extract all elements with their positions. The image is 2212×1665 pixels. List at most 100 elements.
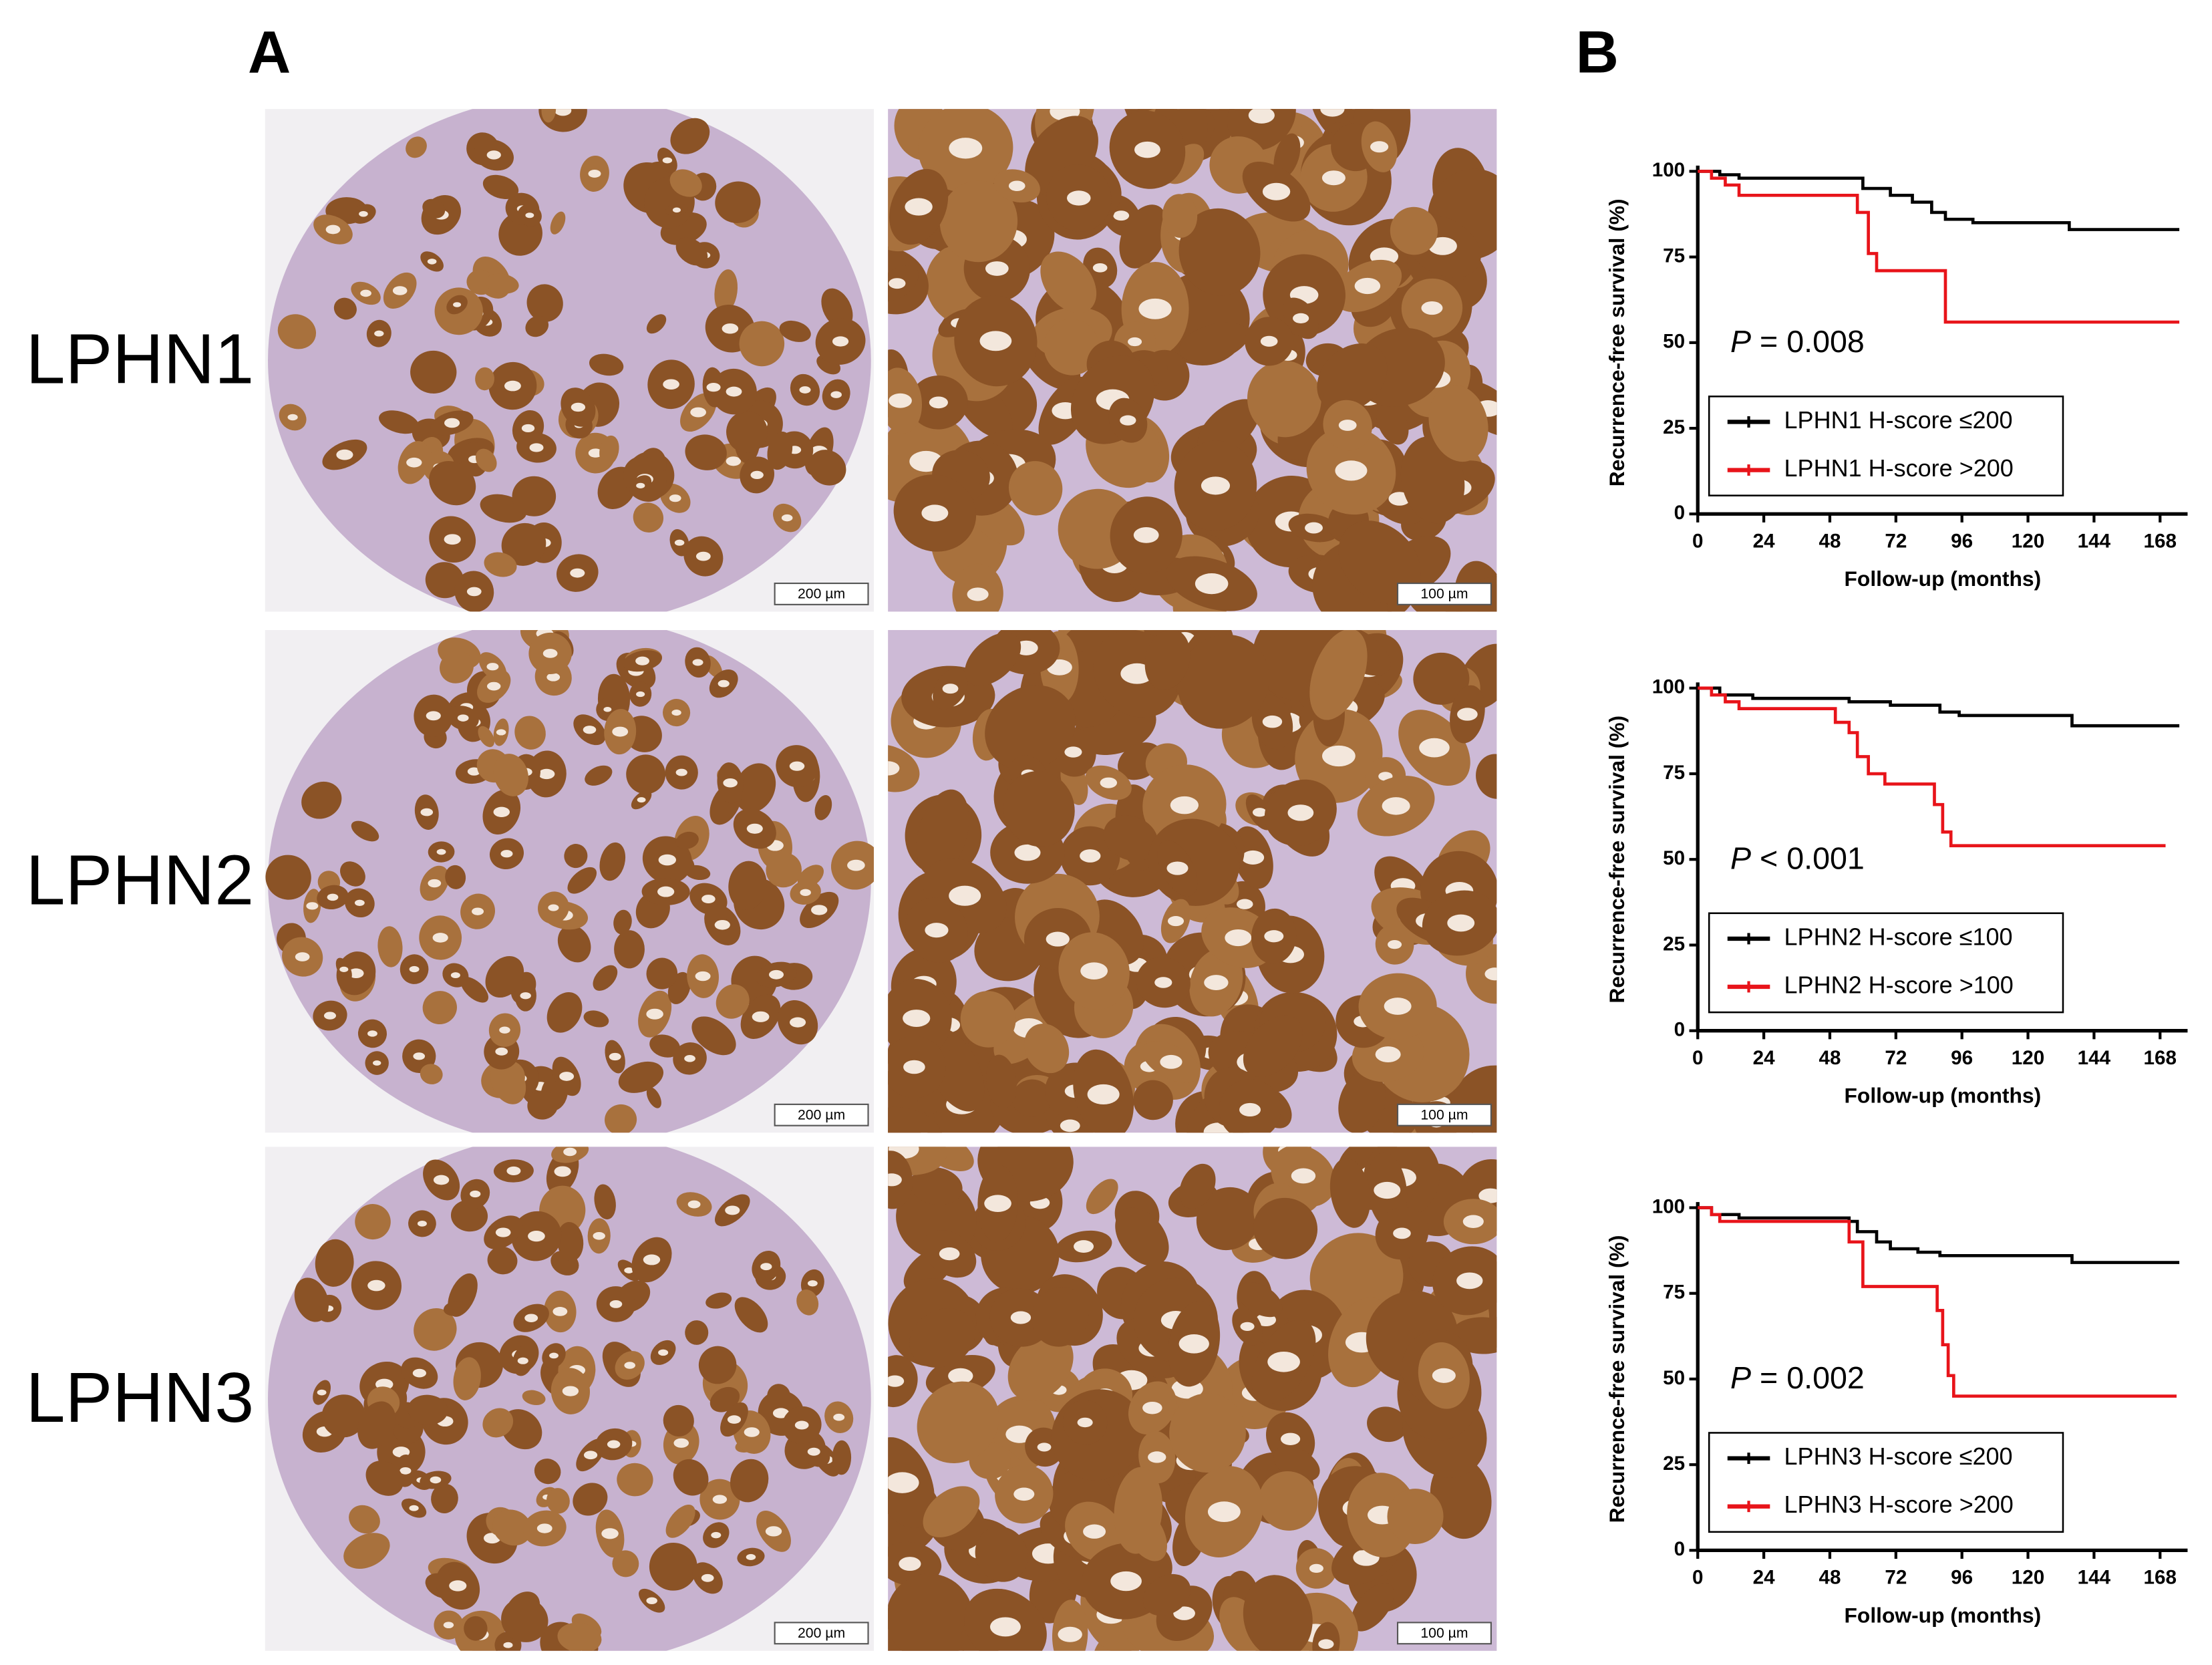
lumen	[939, 1247, 960, 1261]
lumen	[1077, 1417, 1093, 1428]
lumen	[768, 969, 784, 979]
lumen	[593, 1231, 605, 1240]
lumen	[1204, 975, 1229, 990]
gland	[1177, 634, 1269, 729]
gland	[1178, 208, 1261, 296]
lumen	[781, 514, 793, 522]
gland	[1450, 1317, 1497, 1354]
gland	[492, 1509, 532, 1546]
gland	[1309, 1233, 1404, 1322]
lumen	[470, 1190, 481, 1198]
lumen	[603, 707, 612, 712]
lumen	[1237, 899, 1253, 909]
lumen	[888, 1472, 919, 1493]
lumen	[646, 1008, 663, 1020]
y-tick-label: 25	[1663, 416, 1685, 438]
gland	[514, 716, 546, 750]
lumen	[1167, 915, 1184, 927]
x-tick-label: 144	[2078, 1047, 2111, 1069]
lumen	[984, 1195, 1011, 1212]
lumen	[658, 1349, 669, 1356]
gland	[728, 861, 767, 910]
gland	[1142, 1573, 1191, 1616]
lumen	[406, 457, 422, 468]
lumen	[453, 302, 462, 307]
gland	[705, 1292, 732, 1309]
legend-label: LPHN3 H-score >200	[1784, 1491, 2014, 1518]
lumen	[643, 1254, 661, 1265]
lumen	[672, 207, 681, 213]
lumen	[1267, 1352, 1300, 1372]
tissue	[268, 1147, 871, 1651]
lumen	[794, 1420, 809, 1430]
x-tick-label: 120	[2012, 1047, 2044, 1069]
lumen	[765, 1526, 782, 1537]
gland	[277, 314, 317, 349]
lumen	[549, 1352, 559, 1359]
gland	[567, 867, 597, 894]
gland	[482, 1408, 514, 1438]
lumen	[949, 138, 983, 159]
lumen	[493, 806, 510, 818]
lumen	[671, 710, 681, 716]
y-tick-label: 0	[1674, 1538, 1686, 1560]
gland	[796, 1289, 819, 1316]
gland	[910, 1167, 963, 1205]
lumen	[807, 1447, 820, 1456]
lumen	[467, 767, 481, 776]
x-tick-label: 144	[2078, 1567, 2111, 1589]
lumen	[1293, 313, 1309, 323]
lumen	[1370, 141, 1389, 153]
lumen	[506, 1166, 521, 1176]
lumen	[295, 952, 310, 961]
gland	[453, 1357, 481, 1400]
lumen	[428, 879, 442, 888]
gland	[1023, 1024, 1070, 1074]
gland	[726, 411, 768, 453]
gland	[1317, 343, 1388, 412]
y-tick-label: 0	[1674, 1018, 1686, 1040]
gland	[685, 1320, 709, 1345]
gland	[583, 1010, 609, 1028]
lumen	[789, 761, 805, 771]
lumen	[426, 711, 441, 721]
lumen	[726, 386, 742, 397]
lumen	[525, 212, 534, 218]
gland	[673, 1459, 709, 1496]
gland	[526, 284, 563, 322]
p-symbol: P	[1730, 324, 1751, 359]
tissue	[265, 629, 874, 1133]
lumen	[325, 224, 341, 235]
gland	[1003, 771, 1075, 847]
gland	[420, 1064, 443, 1084]
gland	[986, 1054, 1017, 1109]
survival-curve	[1698, 1206, 2177, 1398]
gland	[832, 1440, 852, 1475]
lumen	[1484, 967, 1497, 981]
lumen	[725, 1205, 740, 1215]
lumen	[949, 885, 981, 906]
gland	[646, 314, 667, 334]
p-text: < 0.001	[1751, 841, 1865, 876]
gland	[646, 1087, 661, 1108]
legend-label: LPHN1 H-score >200	[1784, 454, 2014, 482]
lumen	[400, 1467, 412, 1475]
tissue	[268, 109, 871, 612]
lumen	[1113, 210, 1130, 221]
legend-label: LPHN3 H-score ≤200	[1784, 1443, 2013, 1470]
lumen	[1264, 930, 1284, 943]
x-tick-label: 0	[1692, 1047, 1704, 1069]
legend-box	[1708, 1432, 2064, 1533]
gland	[589, 353, 624, 376]
lumen	[360, 289, 371, 297]
lumen	[692, 659, 703, 666]
x-tick-label: 120	[2012, 530, 2044, 552]
x-tick-label: 168	[2144, 1047, 2177, 1069]
gland	[1273, 133, 1301, 178]
lumen	[1252, 808, 1267, 817]
lumen	[903, 1010, 931, 1027]
lumen	[317, 1389, 327, 1396]
lumen	[348, 968, 364, 978]
lumen	[432, 933, 448, 943]
lumen	[529, 443, 544, 452]
